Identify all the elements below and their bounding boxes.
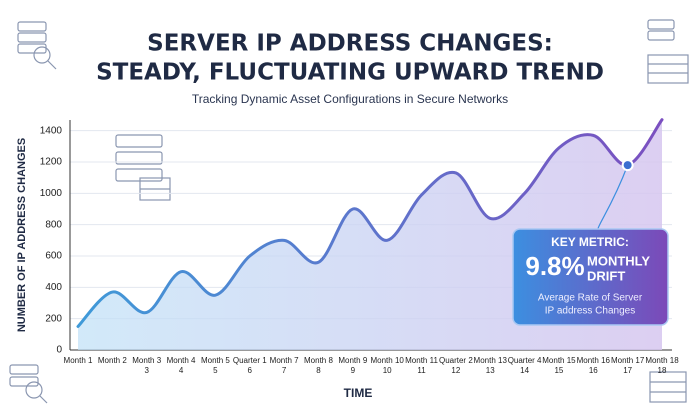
callout-box (512, 228, 669, 326)
x-tick-sublabel: 11 (417, 366, 426, 375)
x-tick-sublabel: 4 (179, 366, 184, 375)
y-tick-label: 400 (45, 282, 62, 293)
x-tick-sublabel: 6 (248, 366, 253, 375)
x-axis-label: TIME (344, 386, 373, 400)
y-tick-label: 1200 (40, 157, 63, 168)
chart-title: SERVER IP ADDRESS CHANGES: (147, 31, 553, 57)
callout-heading: KEY METRIC: (551, 235, 629, 249)
y-tick-label: 800 (45, 219, 62, 230)
decor-icons (9, 19, 689, 404)
x-tick-sublabel: 17 (623, 366, 632, 375)
x-tick-label: Quarter 2 (439, 356, 473, 365)
x-tick-sublabel: 9 (351, 366, 356, 375)
chart-title: STEADY, FLUCTUATING UPWARD TREND (96, 60, 604, 86)
callout-text: IP address Changes (545, 306, 635, 317)
x-tick-label: Month 16 (577, 356, 611, 365)
x-tick-sublabel: 8 (316, 366, 321, 375)
line (76, 118, 664, 328)
x-tick-label: Month 5 (201, 356, 230, 365)
x-tick-sublabel: 13 (486, 366, 495, 375)
x-tick-sublabel: 3 (144, 366, 149, 375)
x-tick-label: Month 10 (370, 356, 404, 365)
x-tick-label: Quarter 4 (508, 356, 542, 365)
x-tick-label: Month 13 (474, 356, 508, 365)
y-tick-label: 0 (56, 345, 62, 356)
x-tick-label: Month 8 (304, 356, 333, 365)
x-tick-label: Quarter 1 (233, 356, 267, 365)
x-tick-sublabel: 5 (213, 366, 218, 375)
x-tick-sublabel: 15 (554, 366, 563, 375)
x-tick-label: Month 1 (64, 356, 93, 365)
y-tick-label: 1400 (40, 125, 63, 136)
x-tick-sublabel: 18 (658, 366, 667, 375)
callout-text: Average Rate of Server (538, 293, 643, 304)
y-tick-label: 600 (45, 251, 62, 262)
highlight-point (621, 159, 634, 172)
y-tick-label: 200 (45, 313, 62, 324)
x-tick-label: Month 9 (338, 356, 367, 365)
x-tick-label: Month 4 (167, 356, 196, 365)
x-tick-label: Month 17 (611, 356, 645, 365)
x-tick-label: Month 11 (405, 356, 438, 365)
x-tick-sublabel: 14 (520, 366, 529, 375)
x-tick-sublabel: 10 (383, 366, 392, 375)
y-tick-label: 1000 (40, 188, 63, 199)
callout-figure: 9.8% (525, 251, 584, 281)
y-axis-label: NUMBER OF IP ADDRESS CHANGES (16, 138, 28, 332)
callout-connector (597, 164, 629, 231)
x-tick-label: Month 15 (542, 356, 576, 365)
callout-figure-note: DRIFT (587, 268, 625, 283)
x-tick-label: Month 3 (132, 356, 161, 365)
x-tick-label: Month 2 (98, 356, 127, 365)
x-tick-label: Month 7 (270, 356, 299, 365)
x-tick-sublabel: 12 (451, 366, 460, 375)
x-tick-sublabel: 16 (589, 366, 598, 375)
x-tick-label: Month 18 (645, 356, 679, 365)
x-tick-sublabel: 7 (282, 366, 287, 375)
callout-figure-note: MONTHLY (587, 253, 650, 268)
chart-subtitle: Tracking Dynamic Asset Configurations in… (192, 92, 508, 106)
